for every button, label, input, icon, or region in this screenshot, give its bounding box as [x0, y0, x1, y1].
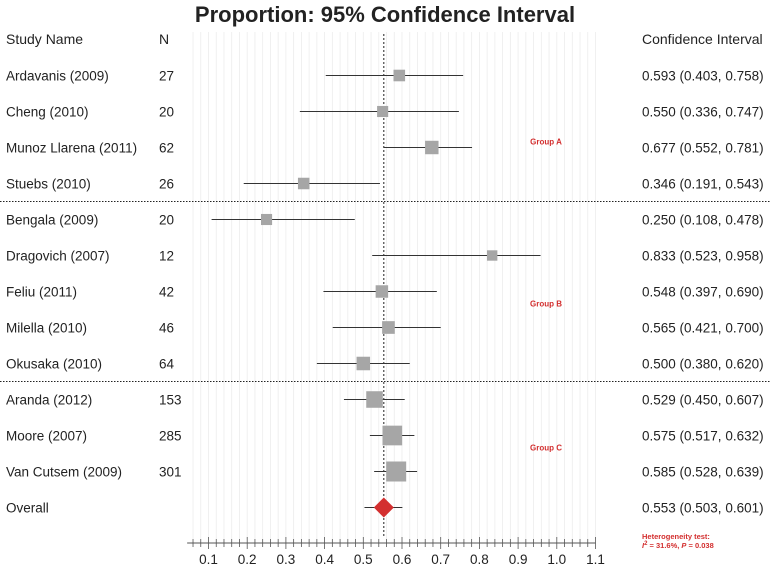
study-name: Okusaka (2010): [6, 357, 102, 372]
study-name: Moore (2007): [6, 429, 87, 444]
study-name: Cheng (2010): [6, 105, 89, 120]
study-name: Stuebs (2010): [6, 177, 91, 192]
x-tick-label: 0.9: [509, 552, 528, 567]
i2-value: = 31.6%,: [647, 541, 681, 550]
study-name: Munoz Llarena (2011): [6, 141, 137, 156]
study-n: 153: [159, 393, 182, 408]
i2-symbol: I: [642, 541, 645, 550]
study-n: 64: [159, 357, 175, 372]
rows-layer: Ardavanis (2009) 27 0.593 (0.403, 0.758) Ch…: [0, 69, 771, 518]
study-ci-text: 0.550 (0.336, 0.747): [642, 105, 764, 120]
group-label: Group A: [530, 138, 562, 147]
study-n: 20: [159, 213, 174, 228]
study-ci-text: 0.346 (0.191, 0.543): [642, 177, 764, 192]
header-study-name: Study Name: [6, 31, 83, 47]
x-tick-label: 0.1: [199, 552, 218, 567]
study-marker: [425, 140, 439, 155]
x-axis: 0.1 0.2 0.3 0.4 0.5 0.6 0.7 0.8 0.9 1.0 1.1: [187, 537, 605, 567]
heterogeneity-stat: I2 = 31.6%, P = 0.038: [642, 541, 714, 550]
study-name: Van Cutsem (2009): [6, 465, 122, 480]
heterogeneity-label: Heterogeneity test:: [642, 532, 710, 541]
x-tick-label: 1.0: [547, 552, 566, 567]
x-tick-label: 0.4: [315, 552, 334, 567]
study-name: Dragovich (2007): [6, 249, 110, 264]
study-ci-text: 0.565 (0.421, 0.700): [642, 321, 764, 336]
study-n: 20: [159, 105, 174, 120]
study-n: 301: [159, 465, 182, 480]
study-name: Ardavanis (2009): [6, 69, 109, 84]
study-marker: [377, 105, 389, 118]
study-ci-text: 0.833 (0.523, 0.958): [642, 249, 764, 264]
study-marker: [297, 177, 310, 190]
study-marker: [386, 461, 407, 482]
study-ci-text: 0.529 (0.450, 0.607): [642, 393, 764, 408]
study-marker: [356, 356, 371, 371]
study-n: 46: [159, 321, 174, 336]
study-ci-text: 0.250 (0.108, 0.478): [642, 213, 764, 228]
study-ci-text: 0.585 (0.528, 0.639): [642, 465, 764, 480]
header-confidence-interval: Confidence Interval: [642, 31, 763, 47]
study-name: Aranda (2012): [6, 393, 92, 408]
study-n: 26: [159, 177, 174, 192]
study-n: 62: [159, 141, 174, 156]
overall-diamond: [373, 497, 394, 518]
x-tick-label: 0.6: [393, 552, 412, 567]
study-marker: [366, 391, 383, 408]
study-n: 42: [159, 285, 174, 300]
x-tick-label: 0.2: [238, 552, 257, 567]
study-marker: [382, 321, 395, 334]
study-ci-text: 0.575 (0.517, 0.632): [642, 429, 764, 444]
study-n: 12: [159, 249, 174, 264]
study-ci-text: 0.593 (0.403, 0.758): [642, 69, 764, 84]
x-tick-label: 0.8: [470, 552, 489, 567]
chart-title: Proportion: 95% Confidence Interval: [195, 2, 575, 27]
group-label: Group B: [530, 300, 562, 309]
study-name: Feliu (2011): [6, 285, 77, 300]
study-name: Milella (2010): [6, 321, 87, 336]
x-tick-label: 0.5: [354, 552, 373, 567]
x-tick-label: 0.3: [277, 552, 296, 567]
group-label: Group C: [530, 444, 562, 453]
study-marker: [393, 69, 406, 82]
x-tick-label: 1.1: [586, 552, 605, 567]
study-marker: [486, 250, 498, 261]
p-value: = 0.038: [686, 541, 713, 550]
header-n: N: [159, 31, 169, 47]
x-tick-label: 0.7: [431, 552, 450, 567]
overall-label: Overall: [6, 501, 49, 516]
study-name: Bengala (2009): [6, 213, 98, 228]
study-n: 27: [159, 69, 174, 84]
study-marker: [261, 213, 273, 226]
study-marker: [382, 425, 403, 446]
overall-ci-text: 0.553 (0.503, 0.601): [642, 501, 764, 516]
study-marker: [375, 285, 389, 298]
study-n: 285: [159, 429, 182, 444]
p-symbol: P: [681, 541, 687, 550]
study-ci-text: 0.548 (0.397, 0.690): [642, 285, 764, 300]
study-ci-text: 0.677 (0.552, 0.781): [642, 141, 764, 156]
study-ci-text: 0.500 (0.380, 0.620): [642, 357, 764, 372]
i2-superscript: 2: [644, 541, 648, 547]
